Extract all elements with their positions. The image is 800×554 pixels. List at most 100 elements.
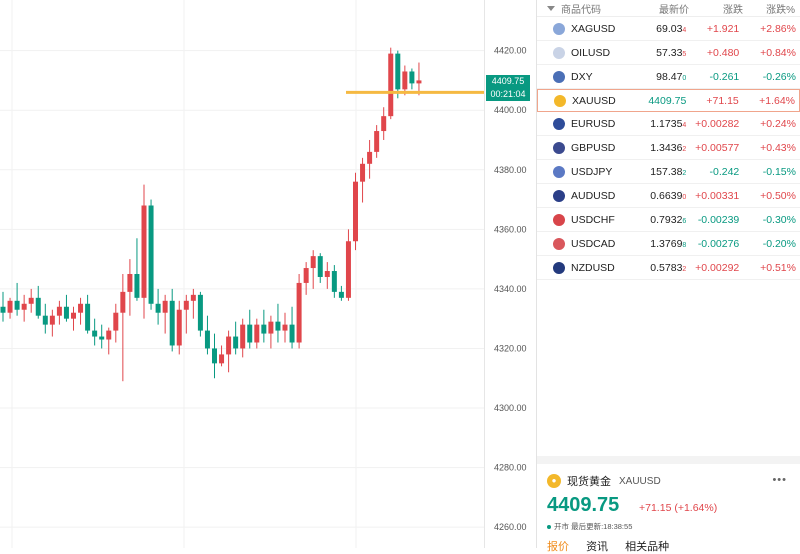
- row-change: +0.00292: [695, 261, 740, 274]
- header-last[interactable]: 最新价: [659, 4, 689, 16]
- candle-body: [374, 131, 380, 152]
- y-axis-tick-label: 4380.00: [494, 165, 527, 175]
- flag-icon: [553, 46, 565, 59]
- candle-body: [42, 315, 48, 325]
- watchlist-row-oilusd[interactable]: OILUSD 57.335 +0.480 +0.84%: [537, 41, 800, 65]
- tab-news[interactable]: 资讯: [586, 541, 609, 553]
- detail-tabs: 报价 资讯 相关品种: [547, 538, 683, 554]
- current-price-tag: 4409.75: [486, 75, 530, 88]
- candle-body: [409, 71, 415, 84]
- flag-icon: [553, 22, 565, 35]
- header-change[interactable]: 涨跌: [723, 4, 743, 16]
- row-last-main: 69.03: [656, 22, 683, 35]
- flag-icon: [553, 237, 565, 250]
- candle-body: [388, 53, 394, 117]
- header-change-pct[interactable]: 涨跌%: [766, 4, 795, 16]
- tab-related[interactable]: 相关品种: [625, 541, 670, 553]
- candle-body: [106, 330, 112, 340]
- candle-body: [71, 312, 76, 319]
- row-change-pct: +0.24%: [760, 117, 796, 130]
- candle-body: [0, 306, 6, 313]
- bar-timer-tag: 00:21:04: [486, 88, 530, 101]
- flag-icon: [553, 141, 565, 154]
- candle-body: [219, 354, 225, 364]
- row-last-sub: 4: [682, 26, 687, 34]
- y-axis-tick-label: 4320.00: [494, 343, 527, 353]
- row-change: +0.480: [706, 46, 740, 59]
- watchlist-row-eurusd[interactable]: EURUSD 1.17354 +0.00282 +0.24%: [537, 112, 800, 136]
- row-last-sub: 5: [682, 50, 687, 58]
- candle-body: [56, 306, 62, 316]
- row-last-main: 57.33: [656, 46, 683, 59]
- candle-body: [233, 336, 239, 349]
- row-last: 0.66390: [637, 190, 686, 202]
- panel-divider: [537, 456, 800, 464]
- candle-body: [324, 271, 330, 277]
- row-last: 57.335: [637, 47, 686, 59]
- candle-body: [289, 324, 295, 343]
- row-change-pct: -0.15%: [762, 165, 796, 178]
- candle-body: [353, 181, 358, 242]
- candlestick-chart[interactable]: 4420.00 4400.00 4380.00 4360.00 4340.00 4320.…: [0, 0, 536, 548]
- row-last-sub: 2: [682, 169, 687, 177]
- row-last-main: 4409.75: [648, 94, 687, 107]
- row-change-pct: +0.50%: [760, 189, 796, 202]
- row-change: +1.921: [706, 22, 740, 35]
- header-symbol[interactable]: 商品代码: [561, 4, 601, 16]
- row-change-pct: +0.84%: [760, 46, 796, 59]
- row-change: +0.00331: [695, 189, 740, 202]
- row-symbol: USDJPY: [571, 165, 613, 178]
- candle-body: [240, 324, 246, 349]
- row-last-main: 98.47: [656, 70, 683, 83]
- candle-body: [310, 256, 316, 269]
- candle-body: [261, 324, 267, 334]
- row-last-main: 0.7932: [650, 213, 683, 226]
- candle-body: [296, 282, 302, 343]
- flag-icon: [553, 165, 565, 178]
- row-change: -0.00276: [697, 237, 740, 250]
- detail-symbol: XAUUSD: [619, 475, 661, 487]
- candle-body: [395, 53, 401, 90]
- watchlist-row-usdchf[interactable]: USDCHF 0.79326 -0.00239 -0.30%: [537, 208, 800, 232]
- tab-quote[interactable]: 报价: [547, 541, 569, 553]
- more-options-icon[interactable]: •••: [772, 474, 787, 486]
- watchlist-row-audusd[interactable]: AUDUSD 0.66390 +0.00331 +0.50%: [537, 184, 800, 208]
- row-change-pct: +0.43%: [760, 141, 796, 154]
- row-last: 69.034: [637, 23, 686, 35]
- gold-coin-icon: ●: [547, 474, 561, 488]
- watchlist-row-xauusd[interactable]: XAUUSD 4409.75 +71.15 +1.64%: [537, 89, 800, 112]
- candle-body: [7, 300, 13, 313]
- candle-body: [212, 348, 217, 364]
- candle-body: [183, 300, 189, 310]
- row-last-main: 1.3436: [650, 141, 683, 154]
- price-chart[interactable]: 4420.00 4400.00 4380.00 4360.00 4340.00 4320.…: [0, 0, 536, 548]
- watchlist-row-nzdusd[interactable]: NZDUSD 0.57832 +0.00292 +0.51%: [537, 256, 800, 280]
- row-symbol: NZDUSD: [571, 261, 615, 274]
- row-last: 1.17354: [637, 118, 686, 130]
- watchlist-row-usdcad[interactable]: USDCAD 1.37698 -0.00276 -0.20%: [537, 232, 800, 256]
- status-dot-icon: [547, 525, 551, 530]
- watchlist-row-xagusd[interactable]: XAGUSD 69.034 +1.921 +2.86%: [537, 17, 800, 41]
- row-last: 1.37698: [637, 238, 686, 250]
- row-change: -0.242: [709, 165, 740, 178]
- candle-body: [28, 297, 34, 304]
- flag-icon: [553, 70, 565, 83]
- row-last: 0.57832: [637, 262, 686, 274]
- detail-title: ● 现货黄金 XAUUSD: [537, 464, 800, 498]
- watchlist-rows: XAGUSD 69.034 +1.921 +2.86% OILUSD 57.335 +0.4…: [537, 17, 800, 280]
- row-change: +71.15: [706, 94, 739, 107]
- candle-body: [49, 315, 55, 325]
- sort-caret-icon[interactable]: [547, 5, 555, 11]
- candle-body: [113, 312, 119, 331]
- candle-body: [360, 163, 366, 182]
- y-axis-tick-label: 4420.00: [494, 46, 527, 56]
- watchlist-row-dxy[interactable]: DXY 98.470 -0.261 -0.26%: [537, 65, 800, 89]
- flag-icon: [553, 213, 565, 226]
- watchlist-row-usdjpy[interactable]: USDJPY 157.382 -0.242 -0.15%: [537, 160, 800, 184]
- row-last-main: 1.3769: [650, 237, 683, 250]
- watchlist-row-gbpusd[interactable]: GBPUSD 1.34362 +0.00577 +0.43%: [537, 136, 800, 160]
- row-symbol: XAGUSD: [571, 22, 616, 35]
- candle-body: [247, 324, 253, 343]
- candle-body: [345, 241, 351, 298]
- candle-body: [402, 71, 408, 90]
